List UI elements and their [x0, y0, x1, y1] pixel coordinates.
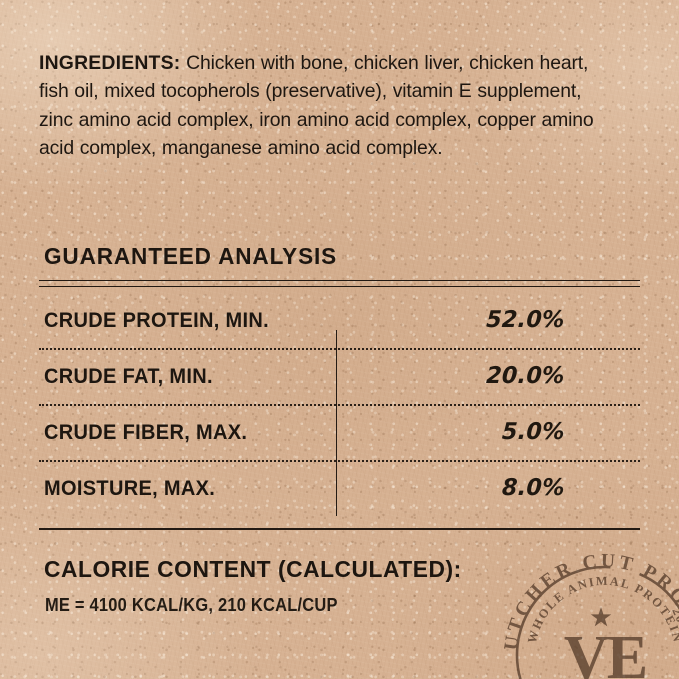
guaranteed-analysis-heading: GUARANTEED ANALYSIS: [44, 243, 338, 269]
ga-row-label: MOISTURE, MAX.: [44, 475, 216, 500]
ga-row-label: CRUDE FIBER, MAX.: [44, 419, 248, 444]
seal-star-top-icon: [590, 607, 612, 627]
table-row: CRUDE PROTEIN, MIN. 52.0%: [39, 292, 640, 348]
ingredients-text: Chicken with bone, chicken liver, chicke…: [39, 52, 594, 159]
ingredients-block: INGREDIENTS: Chicken with bone, chicken …: [39, 49, 599, 162]
ga-row-value: 5.0%: [501, 419, 566, 445]
seal-ring: [515, 565, 679, 679]
seal-established-year: 200: [669, 605, 679, 633]
ga-row-value: 8.0%: [501, 475, 566, 501]
ga-row-value: 20.0%: [485, 363, 566, 389]
seal-outer-text: BUTCHER CUT PROTEIN: [500, 550, 679, 652]
ingredients-paragraph: INGREDIENTS: Chicken with bone, chicken …: [39, 49, 599, 162]
ga-row-value: 52.0%: [485, 307, 566, 333]
ga-row-label: CRUDE FAT, MIN.: [44, 363, 213, 388]
ingredients-heading: INGREDIENTS:: [39, 52, 181, 74]
table-row: CRUDE FIBER, MAX. 5.0%: [39, 404, 640, 460]
table-row: MOISTURE, MAX. 8.0%: [39, 460, 640, 516]
calorie-content-detail: ME = 4100 KCAL/KG, 210 KCAL/CUP: [45, 594, 338, 615]
calorie-content-heading: CALORIE CONTENT (CALCULATED):: [44, 556, 462, 582]
table-row: CRUDE FAT, MIN. 20.0%: [39, 348, 640, 404]
seal-monogram: VE: [564, 624, 646, 679]
ga-row-label: CRUDE PROTEIN, MIN.: [44, 307, 270, 332]
guaranteed-analysis-bottom-rule: [39, 528, 640, 530]
guaranteed-analysis-table: CRUDE PROTEIN, MIN. 52.0% CRUDE FAT, MIN…: [39, 292, 640, 516]
guaranteed-analysis-column-divider: [336, 330, 337, 516]
seal-inner-text: WHOLE ANIMAL PROTEIN: [525, 574, 679, 645]
guaranteed-analysis-top-double-rule: [39, 280, 640, 287]
butcher-cut-protein-seal-icon: BUTCHER CUT PROTEIN WHOLE ANIMAL PROTEIN…: [500, 550, 679, 679]
